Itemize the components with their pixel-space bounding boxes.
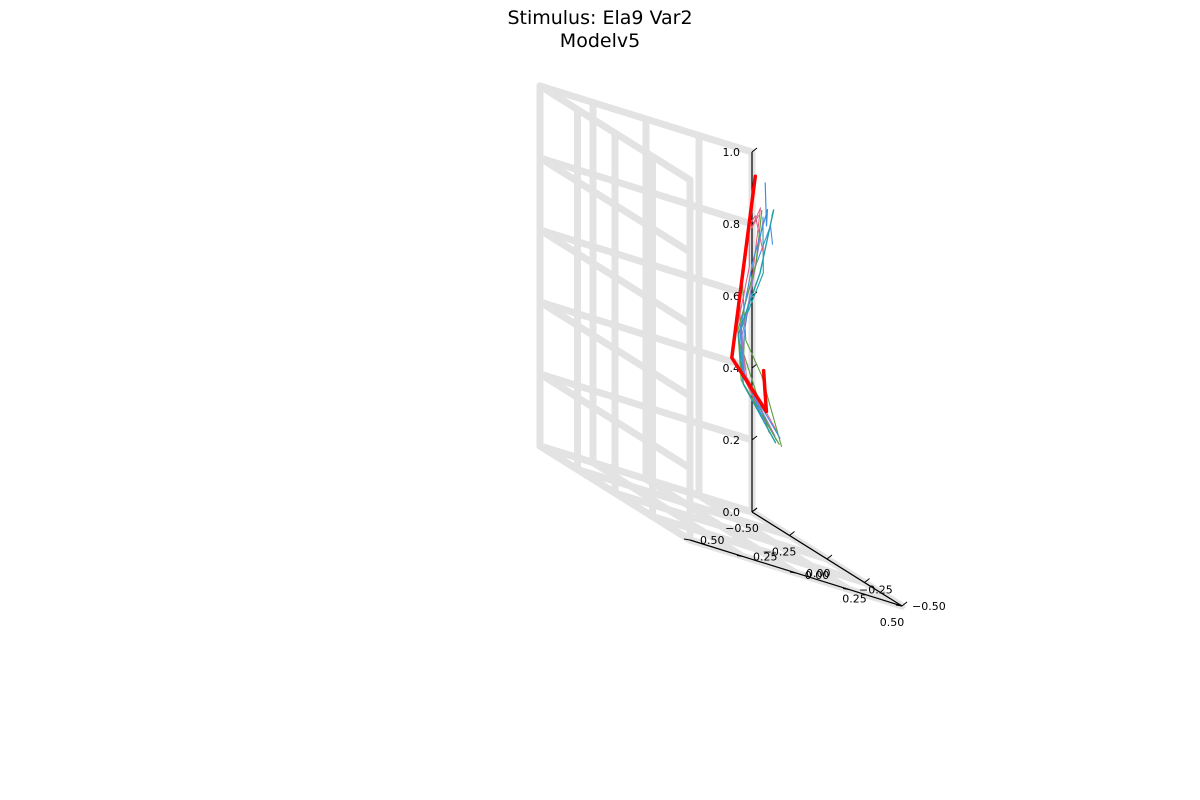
y-tick-label: −0.25: [859, 584, 893, 597]
z-tick-mark: [751, 363, 758, 369]
chart-title-line-2: Modelv5: [560, 30, 640, 52]
x-tick-mark: [901, 601, 908, 607]
series: [730, 174, 783, 447]
wall-grid-line: [536, 370, 756, 444]
y-tick-mark: [736, 555, 744, 557]
wall-grid-line: [536, 442, 694, 544]
z-tick-mark: [751, 507, 758, 513]
wall-grid-line: [536, 298, 694, 400]
tick-labels: −0.50−0.250.000.250.50−0.50−0.250.000.25…: [700, 146, 946, 629]
model-trajectory-line-6: [741, 225, 781, 439]
z-tick-label: 0.8: [723, 218, 741, 231]
y-tick-label: −0.50: [912, 600, 946, 613]
y-tick-mark: [842, 588, 850, 590]
model-trajectory-line-2: [737, 209, 777, 444]
y-tick-mark: [683, 538, 691, 541]
y-tick-label: 0.25: [753, 551, 778, 564]
wall-grid-line: [536, 298, 756, 372]
model-trajectory-line-5: [741, 218, 776, 437]
floor-grid-line: [642, 475, 800, 577]
wall-grid-line: [536, 82, 694, 184]
y-tick-label: 0.00: [806, 567, 831, 580]
x-tick-mark: [864, 578, 870, 583]
x-tick-label: −0.50: [725, 522, 759, 535]
wall-grid-line: [536, 154, 756, 228]
x-tick-label: −0.25: [763, 546, 797, 559]
wall-grid-line: [536, 82, 756, 156]
z-tick-mark: [751, 147, 758, 153]
wall-grid-line: [536, 370, 694, 472]
target-trajectory-line: [730, 174, 769, 414]
wall-grid-line: [536, 226, 694, 328]
y-tick-mark: [789, 571, 797, 574]
wall-grid-line: [536, 226, 756, 300]
x-tick-label: 0.25: [842, 593, 867, 606]
floor-grid-line: [695, 492, 853, 593]
grid: [536, 82, 906, 610]
z-tick-mark: [751, 435, 758, 441]
z-tick-label: 0.0: [723, 506, 741, 519]
x-tick-label: 0.50: [880, 616, 905, 629]
z-tick-label: 1.0: [723, 146, 741, 159]
x-tick-mark: [789, 531, 795, 536]
model-trajectory-line-1: [739, 182, 769, 424]
z-tick-label: 0.2: [723, 434, 741, 447]
x-tick-label: 0.00: [805, 569, 830, 582]
wall-grid-line: [536, 154, 694, 256]
y-tick-mark: [895, 604, 903, 607]
chart-title-line-1: Stimulus: Ela9 Var2: [507, 7, 692, 29]
y-tick-label: 0.50: [700, 534, 725, 547]
z-tick-label: 0.6: [723, 290, 741, 303]
wall-grid-line: [536, 442, 756, 516]
x-tick-mark: [826, 554, 833, 560]
